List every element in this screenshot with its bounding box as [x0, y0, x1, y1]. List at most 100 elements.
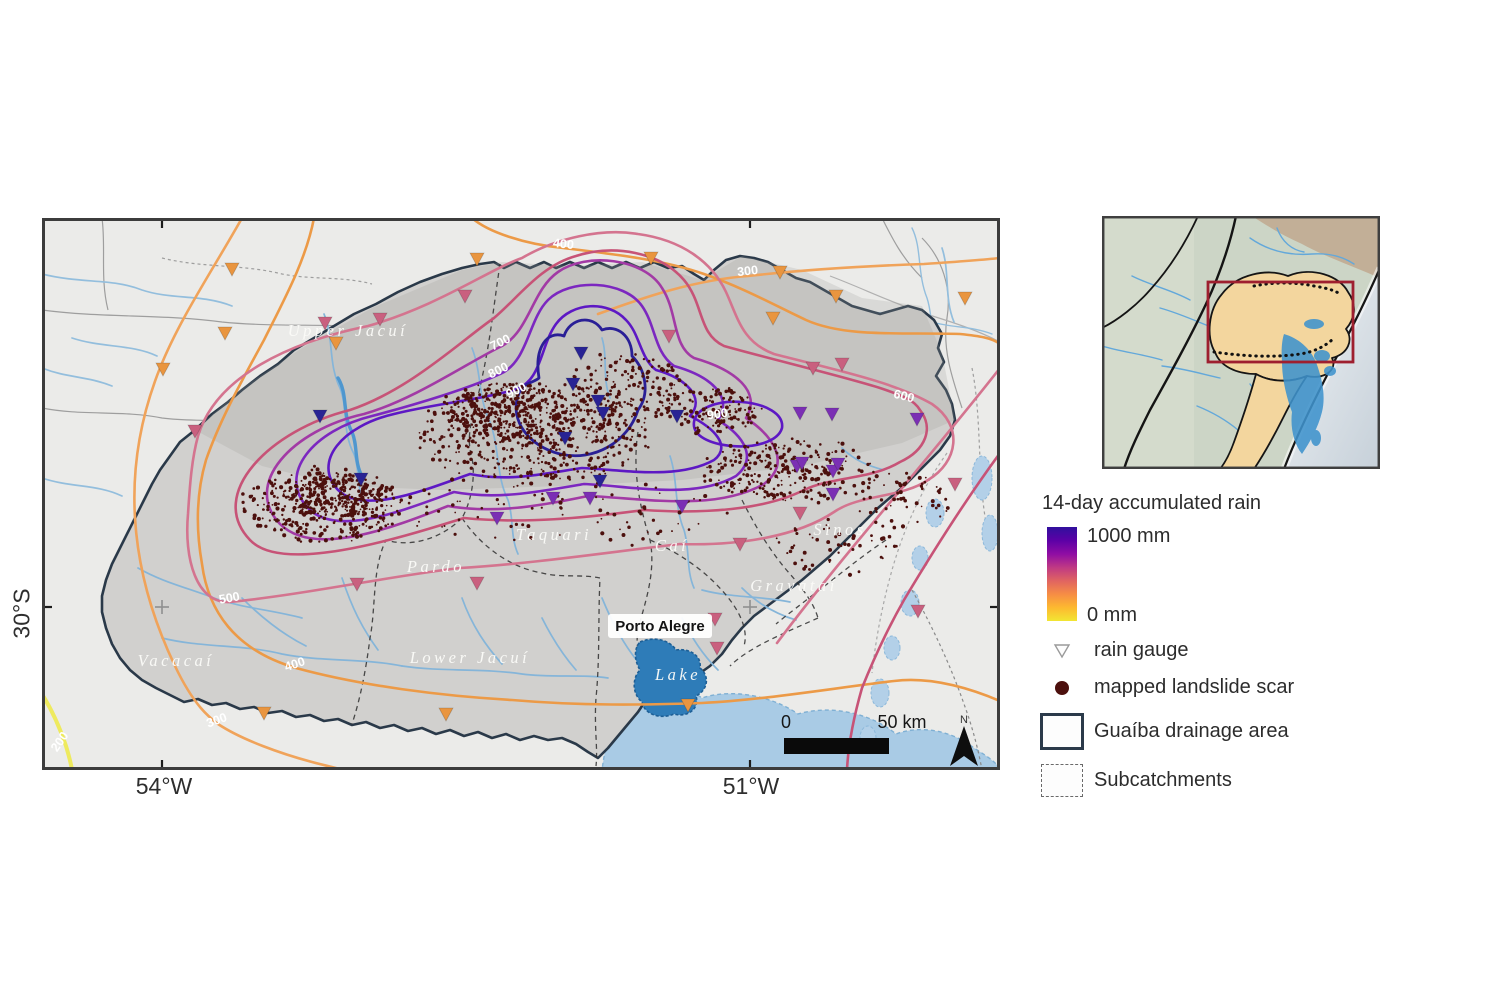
landslide-scar-dot: [450, 406, 453, 409]
landslide-scar-dot: [539, 421, 542, 424]
landslide-scar-dot: [708, 399, 711, 402]
landslide-scar-dot: [707, 414, 711, 418]
landslide-scar-dot: [314, 502, 318, 507]
landslide-scar-dot: [840, 480, 845, 485]
landslide-scar-dot: [252, 513, 257, 518]
landslide-scar-dot: [739, 460, 742, 463]
landslide-scar-dot: [266, 504, 270, 509]
landslide-scar-dot: [470, 391, 473, 394]
landslide-scar-dot: [826, 497, 830, 501]
landslide-scar-dot: [371, 508, 374, 511]
landslide-scar-dot: [822, 493, 827, 498]
landslide-scar-dot: [668, 414, 672, 419]
landslide-scar-dot: [658, 529, 663, 534]
landslide-scar-dot: [528, 458, 532, 462]
landslide-scar-dot: [329, 487, 332, 490]
landslide-scar-dot: [476, 407, 481, 411]
landslide-scar-dot: [546, 402, 550, 406]
landslide-scar-dot: [618, 443, 621, 447]
landslide-scar-dot: [597, 426, 602, 431]
landslide-scar-dot: [542, 454, 545, 458]
landslide-scar-dot: [607, 413, 611, 418]
landslide-scar-dot: [425, 511, 429, 516]
landslide-scar-dot: [698, 391, 703, 396]
landslide-scar-dot: [521, 443, 524, 447]
landslide-scar-dot: [681, 391, 685, 395]
landslide-scar-dot: [319, 485, 324, 489]
landslide-scar-dot: [538, 445, 543, 450]
landslide-scar-dot: [727, 410, 731, 414]
landslide-scar-dot: [763, 490, 767, 494]
landslide-scar-dot: [430, 457, 436, 462]
scale-bar-start: 0: [781, 712, 791, 732]
landslide-scar-dot: [881, 524, 885, 528]
landslide-scar-dot: [714, 409, 719, 414]
landslide-scar-dot: [881, 557, 884, 560]
landslide-scar-dot: [794, 481, 797, 485]
landslide-scar-dot: [543, 397, 548, 402]
landslide-scar-dot: [453, 532, 457, 536]
landslide-scar-dot: [851, 536, 856, 540]
landslide-scar-dot: [769, 467, 773, 471]
landslide-scar-dot: [696, 426, 699, 430]
landslide-scar-dot: [606, 446, 609, 449]
landslide-scar-dot: [470, 439, 475, 444]
landslide-scar-dot: [445, 402, 449, 406]
landslide-scar-dot: [376, 490, 381, 495]
landslide-scar-dot: [542, 470, 545, 473]
landslide-scar-dot: [821, 465, 824, 469]
landslide-scar-dot: [790, 437, 794, 441]
landslide-scar-dot: [606, 399, 610, 403]
rain-gauge-marker: [674, 499, 690, 514]
landslide-scar-dot: [363, 492, 369, 497]
landslide-scar-dot: [486, 441, 489, 445]
landslide-scar-dot: [696, 431, 700, 435]
landslide-scar-dot: [528, 536, 533, 540]
landslide-scar-dot: [589, 456, 593, 461]
landslide-scar-dot: [310, 468, 314, 472]
contour-label: 400: [552, 236, 574, 252]
landslide-scar-dot: [266, 507, 270, 512]
landslide-scar-dot: [379, 492, 384, 496]
landslide-scar-dot: [349, 526, 354, 530]
landslide-scar-dot: [513, 390, 516, 393]
landslide-scar-dot: [615, 402, 618, 405]
landslide-scar-dot: [352, 517, 355, 521]
landslide-scar-dot: [350, 485, 354, 489]
landslide-scar-dot: [515, 382, 518, 385]
inset-dotted-lines: [1212, 281, 1342, 358]
landslide-scar-dot: [373, 496, 377, 500]
landslide-scar-dot: [333, 485, 336, 488]
landslide-scar-dot: [256, 504, 259, 507]
landslide-scar-dot: [624, 444, 628, 448]
landslide-scar-dot: [478, 393, 482, 397]
landslide-scar-dot: [652, 380, 655, 384]
landslide-scar-dot: [723, 485, 726, 488]
landslide-scar-dot: [559, 506, 563, 510]
landslide-scar-dot: [644, 444, 647, 448]
landslide-scar-dot: [706, 426, 710, 429]
landslide-scar-dot: [547, 450, 552, 455]
landslide-scar-dot: [498, 421, 503, 426]
landslide-scar-dot: [540, 506, 543, 509]
landslide-scar-dot: [788, 475, 790, 478]
landslide-scar-dot: [318, 510, 321, 513]
landslide-scar-dot: [552, 438, 555, 441]
rain-gauge-marker: [910, 604, 926, 619]
landslide-scar-dot: [772, 487, 776, 491]
landslide-scar-dot: [534, 426, 538, 430]
landslide-scar-dot: [868, 481, 871, 485]
rain-gauge-marker: [328, 336, 344, 351]
landslide-scar-dot: [618, 415, 621, 418]
landslide-scar-dot: [591, 441, 594, 444]
landslide-scar-dot: [535, 432, 539, 436]
landslide-scar-dot: [274, 478, 277, 482]
landslide-scar-dot: [552, 466, 557, 471]
landslide-scar-dot: [512, 423, 516, 428]
landslide-scar-dot: [486, 410, 489, 413]
landslide-scar-dot: [627, 384, 631, 388]
landslide-scar-dot: [526, 476, 530, 480]
landslide-scar-dot: [614, 439, 618, 443]
landslide-scar-dot: [923, 480, 927, 484]
landslide-scar-dot: [507, 389, 510, 393]
